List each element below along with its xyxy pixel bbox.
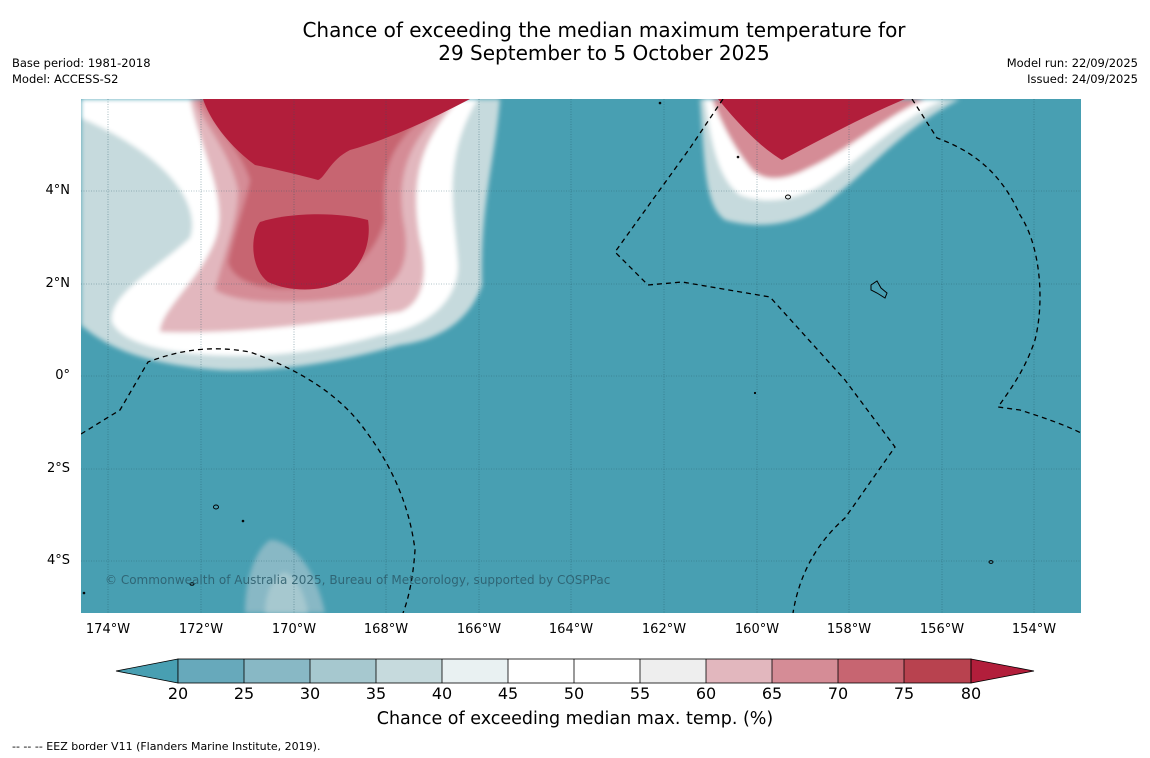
meta-left: Base period: 1981-2018 Model: ACCESS-S2 bbox=[12, 55, 151, 87]
gridlines bbox=[81, 99, 1081, 613]
colorbar-tick-50: 50 bbox=[563, 684, 585, 703]
lon-label-168w: 168°W bbox=[363, 622, 409, 637]
colorbar-tick-25: 25 bbox=[233, 684, 255, 703]
colorbar-low-arrow bbox=[115, 658, 179, 684]
colorbar-tick-40: 40 bbox=[431, 684, 453, 703]
neutral-patch-south-inner bbox=[265, 572, 308, 613]
title-line-2: 29 September to 5 October 2025 bbox=[438, 41, 770, 65]
colorbar-bin-30-35 bbox=[310, 659, 376, 683]
lon-label-172w: 172°W bbox=[178, 622, 224, 637]
lon-label-154w: 154°W bbox=[1011, 622, 1057, 637]
colorbar-bin-25-30 bbox=[244, 659, 310, 683]
colorbar-tick-55: 55 bbox=[629, 684, 651, 703]
lat-label-4n: 4°N bbox=[45, 183, 71, 198]
model-name: Model: ACCESS-S2 bbox=[12, 72, 119, 86]
map-title: Chance of exceeding the median maximum t… bbox=[0, 19, 1150, 65]
colorbar-bin-20-25 bbox=[178, 659, 244, 683]
lon-label-166w: 166°W bbox=[456, 622, 502, 637]
eez-legend: -- -- -- EEZ border V11 (Flanders Marine… bbox=[12, 740, 321, 753]
lon-label-174w: 174°W bbox=[85, 622, 131, 637]
map-area bbox=[81, 99, 1081, 613]
colorbar-tick-70: 70 bbox=[827, 684, 849, 703]
lon-label-160w: 160°W bbox=[734, 622, 780, 637]
warm-core-central bbox=[253, 214, 369, 290]
colorbar-tick-45: 45 bbox=[497, 684, 519, 703]
colorbar-tick-30: 30 bbox=[299, 684, 321, 703]
lon-label-170w: 170°W bbox=[271, 622, 317, 637]
lat-label-2s: 2°S bbox=[46, 461, 70, 476]
lon-label-162w: 162°W bbox=[641, 622, 687, 637]
colorbar-bin-75-80 bbox=[904, 659, 971, 683]
colorbar-high-arrow bbox=[970, 658, 1035, 684]
eez-borders bbox=[81, 99, 1081, 613]
lat-label-4s: 4°S bbox=[46, 553, 70, 568]
lon-label-156w: 156°W bbox=[919, 622, 965, 637]
colorbar-frame bbox=[177, 658, 972, 684]
colorbar-bin-35-40 bbox=[376, 659, 442, 683]
colorbar-title: Chance of exceeding median max. temp. (%… bbox=[376, 709, 774, 729]
colorbar-bin-55-60 bbox=[640, 659, 706, 683]
title-line-1: Chance of exceeding the median maximum t… bbox=[302, 18, 906, 42]
colorbar-bin-60-65 bbox=[706, 659, 772, 683]
warm-core-north bbox=[203, 99, 470, 180]
copyright-notice: © Commonwealth of Australia 2025, Bureau… bbox=[105, 573, 611, 587]
lon-label-164w: 164°W bbox=[548, 622, 594, 637]
warm-core-east bbox=[718, 99, 905, 160]
colorbar-bin-50-55 bbox=[574, 659, 640, 683]
meta-right: Model run: 22/09/2025 Issued: 24/09/2025 bbox=[1007, 55, 1138, 87]
colorbar-bin-70-75 bbox=[838, 659, 904, 683]
colorbar-bin-65-70 bbox=[772, 659, 838, 683]
colorbar-tick-65: 65 bbox=[761, 684, 783, 703]
model-run: Model run: 22/09/2025 bbox=[1006, 56, 1138, 70]
issued-date: Issued: 24/09/2025 bbox=[1027, 72, 1138, 86]
colorbar-tick-35: 35 bbox=[365, 684, 387, 703]
islands bbox=[82, 101, 994, 595]
colorbar-bin-40-45 bbox=[442, 659, 508, 683]
colorbar-tick-60: 60 bbox=[695, 684, 717, 703]
lon-label-158w: 158°W bbox=[826, 622, 872, 637]
base-period: Base period: 1981-2018 bbox=[12, 56, 151, 70]
colorbar-bin-45-50 bbox=[508, 659, 574, 683]
lat-label-2n: 2°N bbox=[45, 276, 71, 291]
colorbar-tick-80: 80 bbox=[960, 684, 982, 703]
colorbar-dividers bbox=[243, 659, 905, 683]
colorbar-tick-20: 20 bbox=[167, 684, 189, 703]
colorbar-tick-75: 75 bbox=[893, 684, 915, 703]
lat-label-0: 0° bbox=[55, 368, 70, 383]
